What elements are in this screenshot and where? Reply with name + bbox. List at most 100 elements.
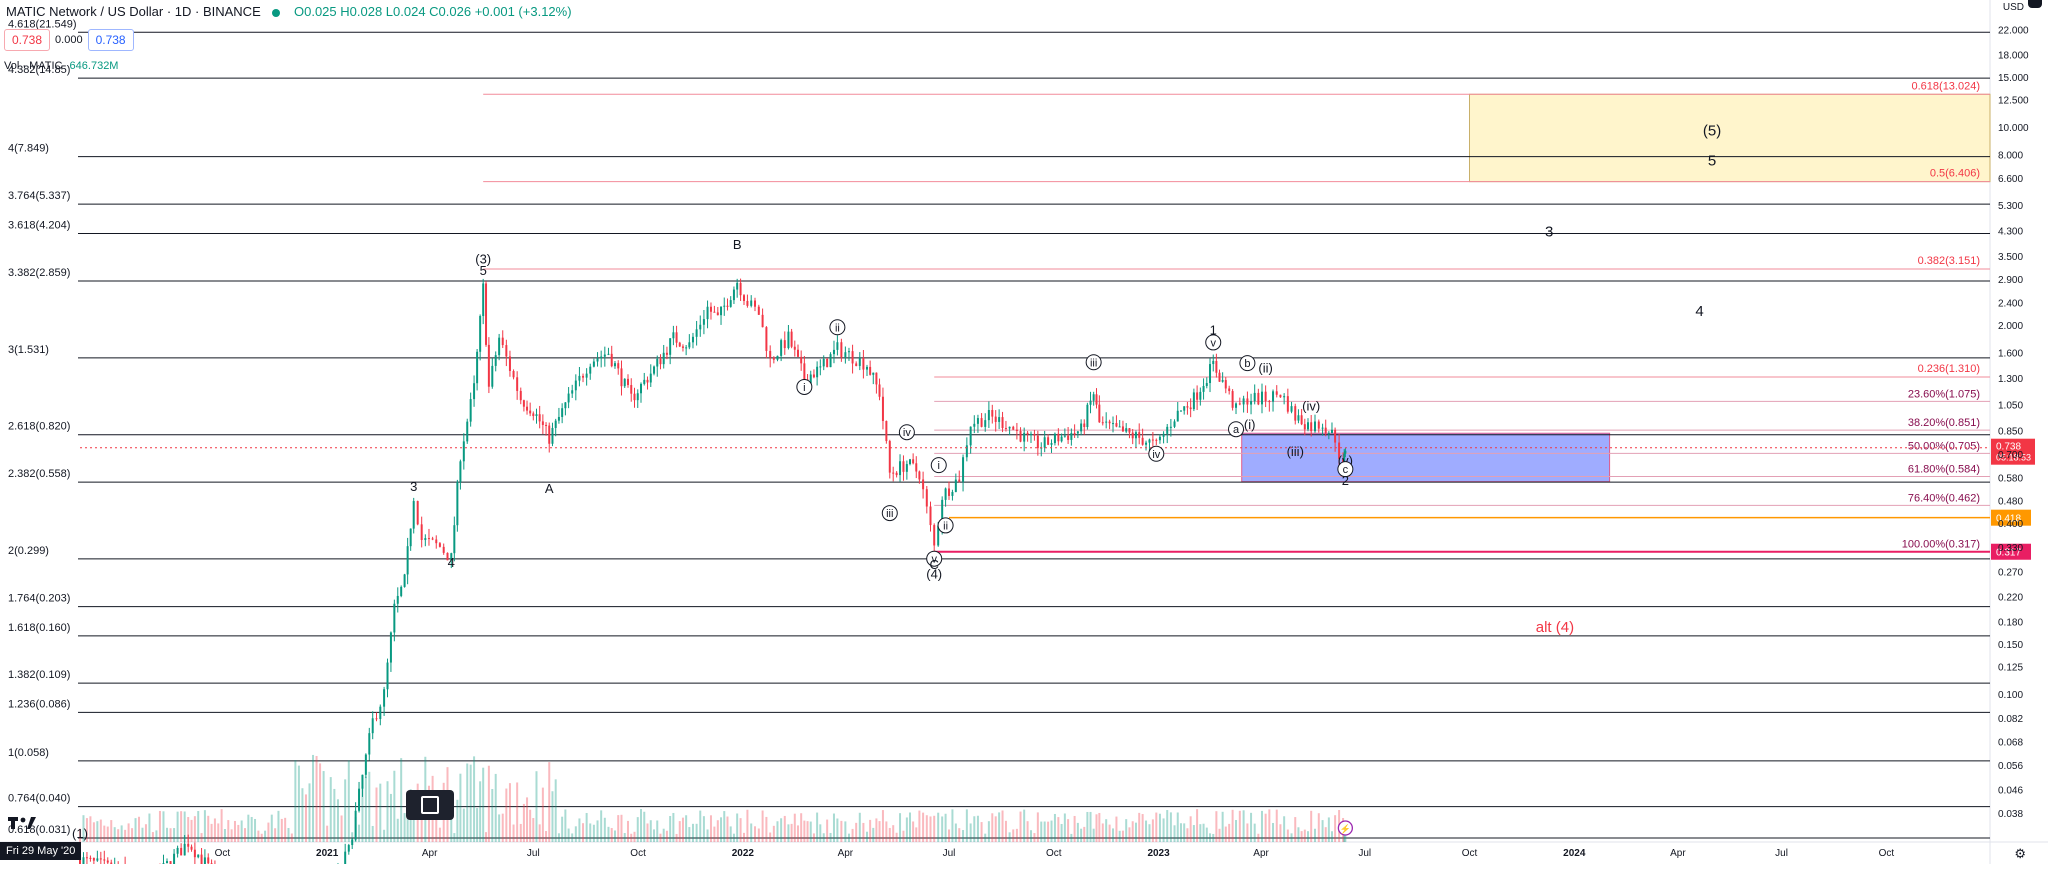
candle-body bbox=[1290, 406, 1293, 412]
volume-bar bbox=[1264, 813, 1267, 842]
candle-body bbox=[607, 353, 610, 355]
wave-label: 5 bbox=[480, 263, 487, 278]
candle-body bbox=[1057, 433, 1060, 442]
wave-label: A bbox=[545, 481, 554, 496]
screenshot-tool-button[interactable] bbox=[406, 790, 454, 820]
volume-bar bbox=[1173, 825, 1176, 842]
volume-bar bbox=[244, 828, 247, 842]
volume-bar bbox=[1001, 810, 1004, 842]
candle-body bbox=[403, 574, 406, 587]
volume-bar bbox=[250, 816, 253, 842]
y-tick-label: 5.300 bbox=[1998, 201, 2023, 212]
candle-body bbox=[829, 354, 832, 368]
volume-bar bbox=[969, 823, 972, 842]
volume-bar bbox=[610, 828, 613, 842]
candle-body bbox=[994, 416, 997, 422]
volume-bar bbox=[1275, 809, 1278, 842]
wave-label: 4 bbox=[448, 555, 455, 570]
candle-body bbox=[1205, 383, 1208, 386]
y-tick-label: 0.180 bbox=[1998, 617, 2023, 628]
y-tick-label: 22.000 bbox=[1998, 26, 2029, 37]
candle-body bbox=[1108, 421, 1111, 424]
y-tick-label: 2.000 bbox=[1998, 321, 2023, 332]
candle-body bbox=[596, 358, 599, 362]
ext-level-label: 0.5(6.406) bbox=[1930, 168, 1980, 180]
candle-body bbox=[847, 351, 850, 353]
wave-label: (iii) bbox=[1287, 444, 1304, 459]
candle-body bbox=[1246, 398, 1249, 405]
symbol-title[interactable]: MATIC Network / US Dollar · 1D · BINANCE bbox=[6, 4, 261, 19]
volume-bar bbox=[396, 818, 399, 842]
candle-body bbox=[1297, 415, 1300, 421]
volume-bar bbox=[1343, 830, 1346, 842]
level-badge-label: 0.418 bbox=[1996, 514, 2021, 525]
last-price-label: 0.738 bbox=[1996, 442, 2021, 453]
candle-body bbox=[1242, 398, 1245, 405]
wave-label: iii bbox=[886, 508, 893, 520]
volume-bar bbox=[1105, 819, 1108, 842]
volume-bar bbox=[1162, 818, 1165, 842]
candle-body bbox=[1086, 404, 1089, 428]
volume-bar bbox=[772, 825, 775, 842]
volume-bar bbox=[79, 828, 81, 842]
y-tick-label: 3.500 bbox=[1998, 252, 2023, 263]
wave-label: i bbox=[803, 382, 805, 394]
candle-body bbox=[816, 366, 819, 378]
cursor-date-label: Fri 29 May '20 bbox=[0, 842, 82, 860]
volume-bar bbox=[847, 833, 850, 842]
volume-bar bbox=[368, 771, 371, 842]
buy-button[interactable]: 0.738 bbox=[87, 29, 134, 51]
axis-settings-icon[interactable]: ⚙ bbox=[2014, 846, 2026, 861]
volume-bar bbox=[1183, 823, 1186, 842]
volume-bar bbox=[462, 808, 465, 842]
volume-bar bbox=[1218, 828, 1221, 842]
volume-bar bbox=[176, 811, 179, 842]
volume-bar bbox=[103, 825, 106, 842]
volume-bar bbox=[912, 821, 915, 842]
volume-bar bbox=[308, 783, 311, 842]
volume-bar bbox=[1057, 817, 1060, 842]
volume-bar bbox=[1108, 824, 1111, 842]
candle-body bbox=[620, 368, 623, 387]
candle-body bbox=[1095, 394, 1098, 405]
candle-body bbox=[180, 847, 183, 856]
volume-bar bbox=[743, 832, 746, 842]
volume-bar bbox=[82, 815, 85, 842]
candle-body bbox=[613, 363, 616, 367]
candle-body bbox=[1224, 380, 1227, 389]
candle-body bbox=[516, 377, 519, 391]
wave-label: ii bbox=[943, 520, 948, 532]
volume-bar bbox=[89, 816, 92, 842]
candle-body bbox=[855, 363, 858, 366]
volume-bar bbox=[994, 816, 997, 842]
volume-bar bbox=[962, 830, 965, 842]
volume-bar bbox=[210, 823, 213, 842]
ext-level-label: 0.236(1.310) bbox=[1918, 363, 1980, 375]
candle-body bbox=[82, 857, 85, 868]
volume-bar bbox=[223, 829, 226, 842]
volume-bar bbox=[1008, 832, 1011, 842]
candle-body bbox=[396, 595, 399, 604]
x-tick-label: Jul bbox=[1358, 848, 1371, 859]
menu-handle-icon[interactable] bbox=[2028, 0, 2042, 8]
candle-body bbox=[1080, 423, 1083, 432]
wave-label: c bbox=[1343, 464, 1349, 476]
candle-body bbox=[746, 300, 749, 306]
sell-button[interactable]: 0.738 bbox=[4, 29, 51, 51]
volume-bar bbox=[878, 821, 881, 842]
volume-bar bbox=[254, 818, 257, 842]
volume-bar bbox=[1158, 813, 1161, 842]
fib-level-label: 4.618(21.549) bbox=[8, 18, 77, 30]
y-tick-label: 0.850 bbox=[1998, 426, 2023, 437]
candle-body bbox=[872, 372, 875, 375]
candle-body bbox=[1215, 360, 1218, 373]
wave-label: 4 bbox=[1695, 303, 1703, 320]
wave-label: v bbox=[1210, 337, 1216, 349]
y-tick-label: 0.082 bbox=[1998, 714, 2023, 725]
currency-label[interactable]: USD bbox=[2002, 2, 2024, 13]
candle-body bbox=[409, 528, 412, 547]
wave-circle-marker bbox=[829, 319, 846, 336]
fib-level-label: 2.618(0.820) bbox=[8, 421, 70, 433]
